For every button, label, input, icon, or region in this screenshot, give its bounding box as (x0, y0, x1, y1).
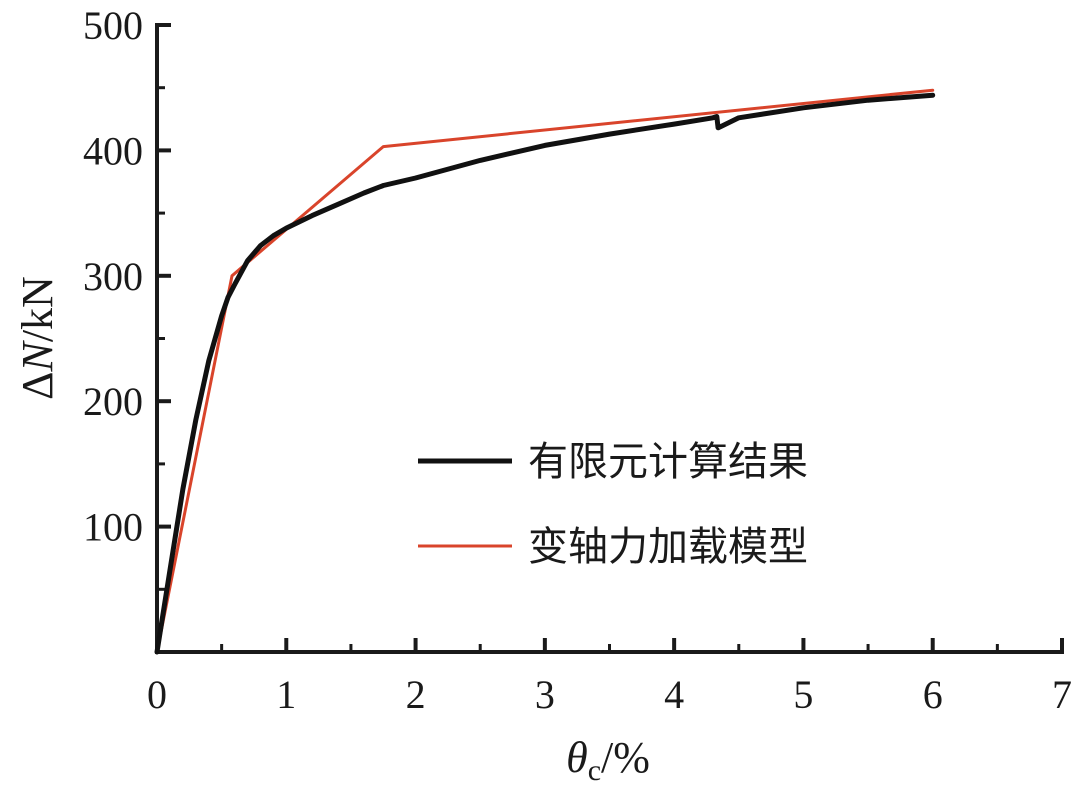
x-tick-label: 4 (664, 672, 684, 717)
y-axis-label-var: N (13, 340, 62, 373)
legend-label-fe: 有限元计算结果 (528, 439, 808, 485)
legend: 有限元计算结果 变轴力加载模型 (418, 439, 808, 570)
x-axis-label-unit: /% (601, 733, 650, 782)
x-tick-label: 7 (1052, 672, 1072, 717)
y-tick-label: 200 (83, 379, 143, 424)
y-tick-label: 100 (83, 505, 143, 550)
x-axis-label-symbol: θ (566, 733, 588, 782)
y-axis-label: ΔN/kN (13, 276, 62, 400)
legend-label-model: 变轴力加载模型 (528, 524, 808, 570)
y-axis-label-unit: /kN (13, 276, 62, 342)
series-line-fe (154, 92, 936, 655)
x-ticks: 0 1 2 3 4 5 6 7 (147, 638, 1072, 717)
x-axis-label-subscript: c (588, 754, 601, 787)
x-tick-label: 0 (147, 672, 167, 717)
series-layer (154, 88, 936, 655)
x-tick-label: 1 (276, 672, 296, 717)
series-line-model (155, 88, 935, 654)
y-tick-label: 400 (83, 128, 143, 173)
y-tick-label: 300 (83, 254, 143, 299)
x-axis-label: θc/% (566, 733, 650, 787)
x-tick-label: 2 (406, 672, 426, 717)
y-ticks: 100 200 300 400 500 (83, 3, 171, 591)
x-tick-label: 5 (793, 672, 813, 717)
x-tick-label: 3 (535, 672, 555, 717)
x-tick-label: 6 (923, 672, 943, 717)
y-axis-label-delta: Δ (13, 372, 62, 400)
y-tick-label: 500 (83, 3, 143, 48)
